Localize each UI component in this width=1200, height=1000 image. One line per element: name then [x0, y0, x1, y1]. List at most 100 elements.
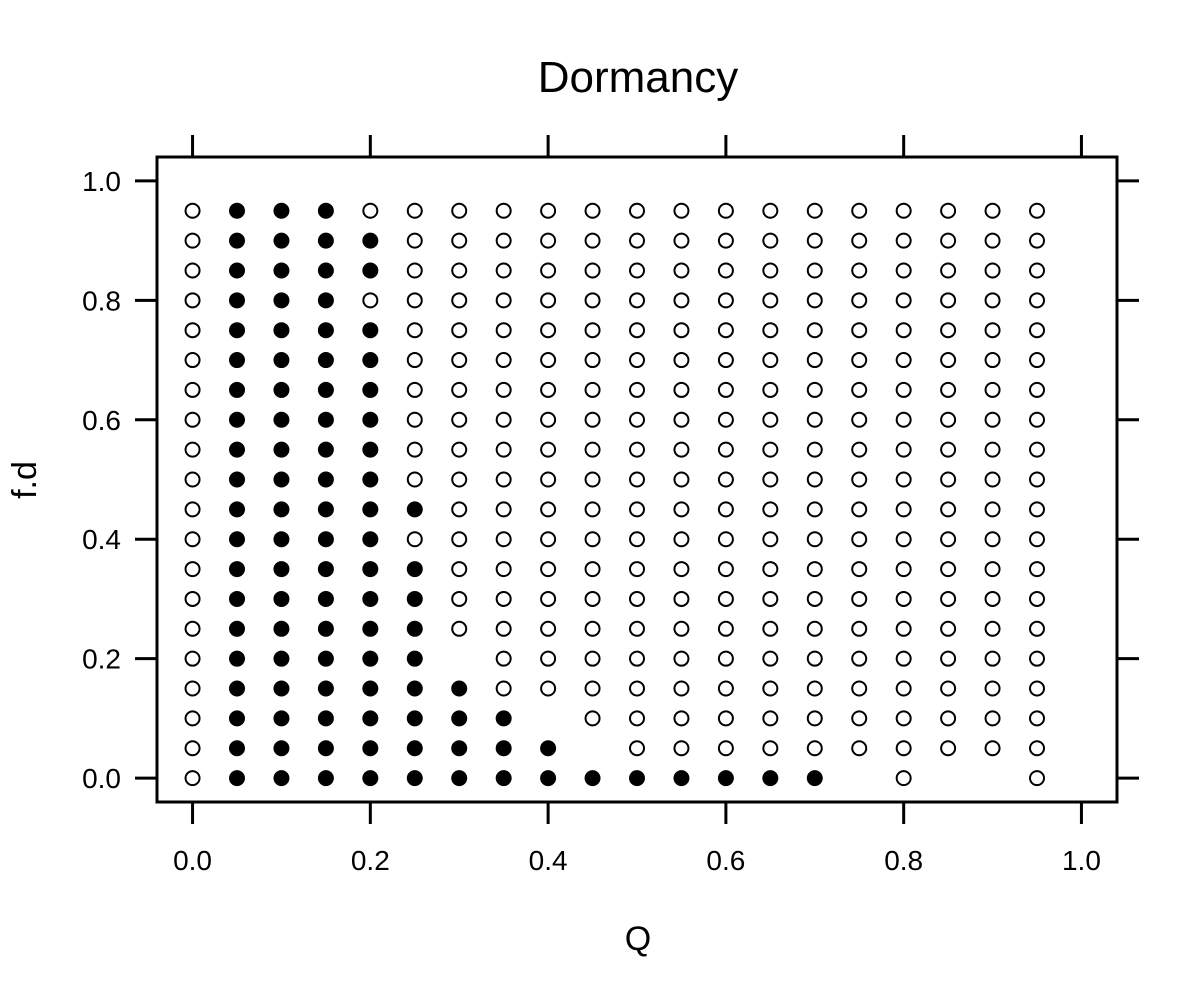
y-tick-label: 0.6 — [82, 405, 121, 436]
open-point — [629, 441, 645, 458]
open-point — [851, 620, 868, 637]
filled-point — [495, 740, 512, 757]
filled-point — [362, 531, 379, 548]
open-point — [673, 322, 690, 339]
filled-point — [229, 531, 245, 548]
filled-point — [317, 501, 334, 518]
filled-point — [317, 620, 334, 637]
open-point — [984, 232, 1001, 249]
x-tick-label: 0.2 — [351, 845, 390, 876]
filled-point — [273, 411, 290, 428]
open-point — [584, 202, 601, 219]
filled-point — [273, 590, 290, 607]
filled-point — [229, 322, 245, 339]
open-point — [629, 202, 645, 219]
filled-point — [451, 680, 468, 697]
open-point — [629, 411, 645, 428]
open-point — [895, 710, 912, 727]
open-point — [584, 680, 601, 697]
y-tick-label: 0.8 — [82, 285, 121, 316]
filled-point — [273, 262, 290, 279]
open-point — [673, 352, 690, 369]
filled-point — [229, 650, 245, 667]
filled-point — [273, 650, 290, 667]
open-point — [851, 590, 868, 607]
open-point — [673, 650, 690, 667]
open-point — [584, 561, 601, 578]
filled-point — [406, 680, 423, 697]
open-point — [540, 352, 557, 369]
open-point — [984, 561, 1001, 578]
open-point — [984, 411, 1001, 428]
filled-point — [273, 232, 290, 249]
open-point — [406, 232, 423, 249]
open-point — [184, 561, 201, 578]
open-point — [851, 531, 868, 548]
open-point — [629, 262, 645, 279]
filled-point — [317, 381, 334, 398]
filled-point — [317, 531, 334, 548]
open-point — [673, 262, 690, 279]
open-point — [717, 262, 734, 279]
open-point — [806, 471, 823, 488]
open-point — [895, 650, 912, 667]
open-point — [184, 232, 201, 249]
open-point — [451, 471, 468, 488]
open-point — [1029, 501, 1045, 518]
open-point — [851, 740, 868, 757]
filled-point — [362, 411, 379, 428]
open-point — [451, 232, 468, 249]
open-point — [806, 590, 823, 607]
open-point — [584, 381, 601, 398]
open-point — [184, 531, 201, 548]
open-point — [673, 411, 690, 428]
open-point — [806, 561, 823, 578]
filled-point — [273, 561, 290, 578]
filled-point — [229, 381, 245, 398]
open-point — [451, 531, 468, 548]
open-point — [895, 292, 912, 309]
open-point — [406, 322, 423, 339]
open-point — [540, 202, 557, 219]
open-point — [984, 501, 1001, 518]
filled-point — [406, 561, 423, 578]
open-point — [629, 710, 645, 727]
y-tick-label: 1.0 — [82, 166, 121, 197]
open-point — [762, 381, 779, 398]
open-point — [806, 202, 823, 219]
open-point — [984, 740, 1001, 757]
open-point — [673, 620, 690, 637]
open-point — [451, 381, 468, 398]
filled-point — [806, 770, 823, 787]
open-point — [629, 232, 645, 249]
filled-point — [273, 202, 290, 219]
open-point — [673, 381, 690, 398]
open-point — [806, 352, 823, 369]
open-point — [895, 202, 912, 219]
open-point — [984, 352, 1001, 369]
filled-point — [229, 352, 245, 369]
open-point — [851, 650, 868, 667]
filled-point — [229, 590, 245, 607]
open-point — [1029, 710, 1045, 727]
filled-point — [229, 202, 245, 219]
open-point — [451, 292, 468, 309]
open-point — [851, 262, 868, 279]
open-point — [184, 441, 201, 458]
open-point — [717, 531, 734, 548]
open-point — [1029, 620, 1045, 637]
open-point — [406, 352, 423, 369]
open-point — [451, 620, 468, 637]
open-point — [717, 322, 734, 339]
open-point — [762, 650, 779, 667]
filled-point — [362, 352, 379, 369]
open-point — [895, 531, 912, 548]
filled-point — [362, 680, 379, 697]
open-point — [895, 561, 912, 578]
open-point — [673, 590, 690, 607]
open-point — [584, 292, 601, 309]
open-point — [495, 292, 512, 309]
open-point — [1029, 590, 1045, 607]
open-point — [584, 262, 601, 279]
open-point — [629, 590, 645, 607]
